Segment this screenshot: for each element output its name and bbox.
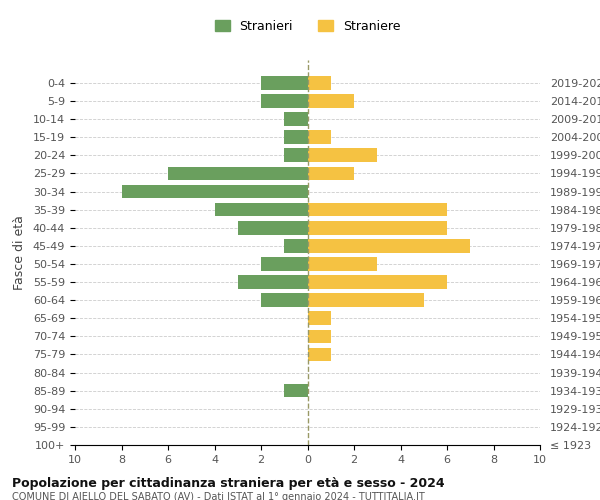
Bar bbox=[308, 239, 470, 252]
Bar bbox=[308, 148, 377, 162]
Bar bbox=[308, 275, 447, 289]
Bar bbox=[308, 94, 354, 108]
Bar bbox=[215, 203, 308, 216]
Bar bbox=[121, 184, 308, 198]
Bar bbox=[308, 330, 331, 343]
Bar bbox=[261, 76, 308, 90]
Bar bbox=[308, 130, 331, 144]
Bar bbox=[284, 384, 308, 398]
Bar bbox=[308, 257, 377, 270]
Bar bbox=[261, 257, 308, 270]
Bar bbox=[308, 294, 424, 307]
Bar bbox=[284, 130, 308, 144]
Bar bbox=[308, 221, 447, 234]
Bar bbox=[308, 76, 331, 90]
Bar bbox=[238, 275, 308, 289]
Bar bbox=[308, 312, 331, 325]
Bar bbox=[308, 166, 354, 180]
Bar bbox=[308, 203, 447, 216]
Bar bbox=[284, 112, 308, 126]
Bar bbox=[261, 94, 308, 108]
Bar bbox=[238, 221, 308, 234]
Bar bbox=[284, 148, 308, 162]
Bar bbox=[261, 294, 308, 307]
Bar bbox=[308, 348, 331, 362]
Text: COMUNE DI AIELLO DEL SABATO (AV) - Dati ISTAT al 1° gennaio 2024 - TUTTITALIA.IT: COMUNE DI AIELLO DEL SABATO (AV) - Dati … bbox=[12, 492, 425, 500]
Y-axis label: Fasce di età: Fasce di età bbox=[13, 215, 26, 290]
Legend: Stranieri, Straniere: Stranieri, Straniere bbox=[211, 16, 404, 36]
Bar bbox=[168, 166, 308, 180]
Bar bbox=[284, 239, 308, 252]
Text: Popolazione per cittadinanza straniera per età e sesso - 2024: Popolazione per cittadinanza straniera p… bbox=[12, 478, 445, 490]
